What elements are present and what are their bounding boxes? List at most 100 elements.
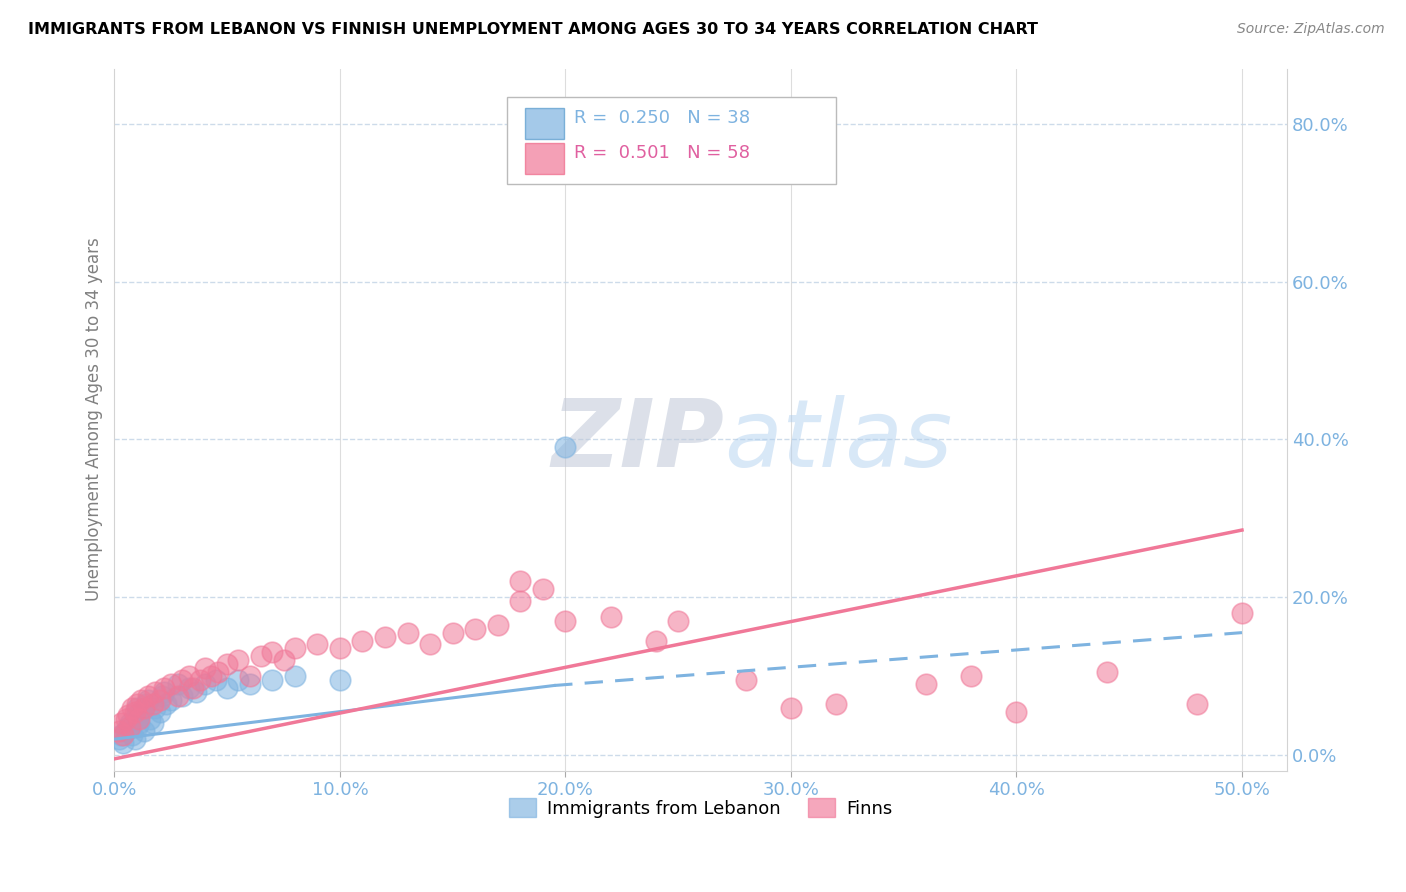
Point: [441, 625, 464, 640]
Point: [153, 681, 176, 695]
Legend: Immigrants from Lebanon, Finns: Immigrants from Lebanon, Finns: [502, 791, 900, 825]
Point: [143, 685, 166, 699]
Point: [132, 724, 155, 739]
Point: [915, 677, 938, 691]
Point: [114, 713, 136, 727]
Point: [155, 697, 177, 711]
Point: [509, 574, 531, 589]
Point: [644, 633, 666, 648]
Point: [329, 641, 352, 656]
Point: [464, 622, 486, 636]
Point: [153, 685, 176, 699]
Point: [1005, 705, 1028, 719]
Point: [125, 720, 148, 734]
Point: [128, 716, 150, 731]
Point: [166, 689, 188, 703]
Point: [960, 669, 983, 683]
Point: [250, 649, 273, 664]
Point: [194, 661, 217, 675]
Point: [531, 582, 554, 597]
Point: [131, 705, 153, 719]
Text: ZIP: ZIP: [551, 394, 724, 487]
Point: [666, 614, 689, 628]
Point: [396, 625, 419, 640]
Point: [132, 700, 155, 714]
Point: [184, 685, 207, 699]
Point: [170, 689, 193, 703]
Point: [148, 705, 170, 719]
Point: [143, 700, 166, 714]
Point: [486, 617, 509, 632]
Point: [205, 673, 228, 687]
Point: [131, 692, 153, 706]
Point: [121, 700, 143, 714]
Point: [125, 697, 148, 711]
Point: [124, 732, 146, 747]
Point: [599, 610, 621, 624]
Point: [217, 657, 239, 672]
Point: [228, 673, 250, 687]
Point: [509, 594, 531, 608]
FancyBboxPatch shape: [508, 96, 835, 185]
Point: [114, 724, 136, 739]
Point: [554, 614, 576, 628]
Bar: [524, 108, 564, 139]
Point: [125, 700, 148, 714]
Point: [121, 728, 143, 742]
Point: [150, 689, 173, 703]
Point: [135, 697, 157, 711]
Bar: [524, 143, 564, 174]
Point: [207, 665, 229, 679]
Point: [142, 697, 165, 711]
Point: [1230, 606, 1253, 620]
Point: [200, 669, 222, 683]
Point: [262, 673, 284, 687]
Point: [239, 677, 262, 691]
Point: [188, 673, 211, 687]
Point: [262, 645, 284, 659]
Point: [239, 669, 262, 683]
Point: [329, 673, 352, 687]
Point: [166, 677, 188, 691]
Point: [217, 681, 239, 695]
Point: [159, 692, 181, 706]
Point: [110, 716, 132, 731]
Point: [120, 716, 142, 731]
Point: [108, 732, 131, 747]
Point: [125, 708, 148, 723]
Point: [117, 720, 139, 734]
Point: [273, 653, 295, 667]
Point: [110, 728, 132, 742]
Text: Source: ZipAtlas.com: Source: ZipAtlas.com: [1237, 22, 1385, 37]
Point: [554, 440, 576, 454]
Y-axis label: Unemployment Among Ages 30 to 34 years: Unemployment Among Ages 30 to 34 years: [86, 238, 103, 601]
Point: [284, 669, 307, 683]
Point: [128, 713, 150, 727]
Point: [307, 637, 329, 651]
Point: [284, 641, 307, 656]
Text: atlas: atlas: [724, 395, 952, 486]
Point: [734, 673, 756, 687]
Point: [194, 677, 217, 691]
Point: [124, 705, 146, 719]
Text: R =  0.250   N = 38: R = 0.250 N = 38: [574, 109, 751, 127]
Point: [228, 653, 250, 667]
Text: R =  0.501   N = 58: R = 0.501 N = 58: [574, 144, 749, 161]
Point: [1185, 697, 1208, 711]
Point: [177, 681, 200, 695]
Point: [825, 697, 848, 711]
Point: [352, 633, 374, 648]
Point: [177, 669, 200, 683]
Point: [148, 692, 170, 706]
Point: [136, 689, 159, 703]
Point: [159, 677, 181, 691]
Point: [112, 736, 135, 750]
Point: [139, 713, 162, 727]
Point: [108, 724, 131, 739]
Point: [374, 630, 396, 644]
Point: [142, 716, 165, 731]
Point: [183, 681, 205, 695]
Point: [170, 673, 193, 687]
Point: [117, 708, 139, 723]
Point: [1095, 665, 1118, 679]
